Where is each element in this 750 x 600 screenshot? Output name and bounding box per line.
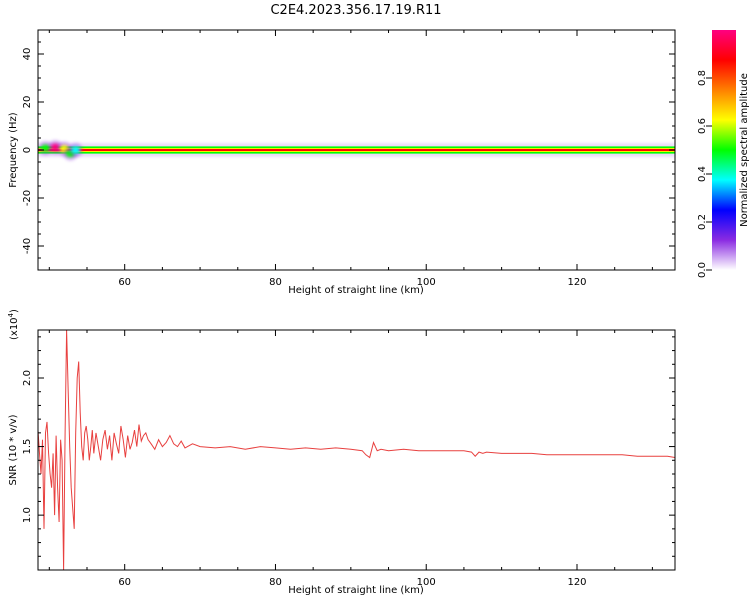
y-tick-label: 2.0 xyxy=(22,370,33,386)
y-tick-label: 0 xyxy=(22,147,33,153)
colorbar-label: Normalized spectral amplitude xyxy=(739,73,750,227)
spectrogram-x-label: Height of straight line (km) xyxy=(288,285,424,296)
x-tick-label: 120 xyxy=(567,577,586,588)
y-tick-label: 20 xyxy=(22,96,33,109)
snr-axes-frame xyxy=(37,329,676,571)
x-tick-label: 100 xyxy=(417,577,436,588)
y-tick-label: -40 xyxy=(22,238,33,254)
colorbar-tick-label: 0.6 xyxy=(697,118,708,134)
snr-scale-label: (x104) xyxy=(7,309,20,340)
snr-scale-exponent: 4 xyxy=(7,312,15,317)
figure-title: C2E4.2023.356.17.19.R11 xyxy=(270,3,441,18)
colorbar-tick-label: 0.2 xyxy=(697,214,708,230)
snr-panel: 60 80 100 120 1.0 1.5 2.0 Height of straight … xyxy=(7,309,676,596)
y-tick-label: 1.0 xyxy=(22,507,33,523)
snr-x-label: Height of straight line (km) xyxy=(288,585,424,596)
heatmap-layer xyxy=(38,140,675,161)
colorbar-gradient xyxy=(712,30,736,270)
x-tick-label: 80 xyxy=(269,577,282,588)
snr-y-label: SNR (10 * v/v) xyxy=(8,414,19,485)
colorbar-tick-label: 0.4 xyxy=(697,166,708,182)
x-tick-label: 80 xyxy=(269,277,282,288)
y-tick-label: 1.5 xyxy=(22,439,33,455)
snr-y-ticks: 1.0 1.5 2.0 xyxy=(22,336,675,571)
band-core xyxy=(38,148,675,152)
snr-scale-prefix: (x10 xyxy=(9,317,20,340)
snr-line xyxy=(38,330,675,570)
heatmap-blob xyxy=(71,146,81,154)
snr-plot-area xyxy=(38,330,675,570)
x-tick-label: 120 xyxy=(567,277,586,288)
colorbar-tick-label: 0.0 xyxy=(697,262,708,278)
colorbar-tick-label: 0.8 xyxy=(697,70,708,86)
y-tick-label: -20 xyxy=(22,190,33,206)
spectrogram-y-ticks: 40 20 0 -20 -40 xyxy=(22,29,675,271)
x-tick-label: 100 xyxy=(417,277,436,288)
spectrogram-panel: 60 80 100 120 40 20 0 -20 -40 Height of straigh… xyxy=(8,29,676,296)
x-tick-label: 60 xyxy=(118,277,131,288)
snr-scale-close: ) xyxy=(9,309,20,313)
heatmap-area xyxy=(38,140,675,161)
y-tick-label: 40 xyxy=(22,48,33,61)
colorbar-ticks: 0.0 0.2 0.4 0.6 0.8 xyxy=(697,70,712,278)
x-tick-label: 60 xyxy=(118,577,131,588)
snr-x-ticks: 60 80 100 120 xyxy=(48,330,653,588)
colorbar: 0.0 0.2 0.4 0.6 0.8 Normalized spectral ampl… xyxy=(697,30,750,278)
spectrogram-y-label: Frequency (Hz) xyxy=(8,112,19,188)
spectrogram-x-ticks: 60 80 100 120 xyxy=(48,30,653,288)
